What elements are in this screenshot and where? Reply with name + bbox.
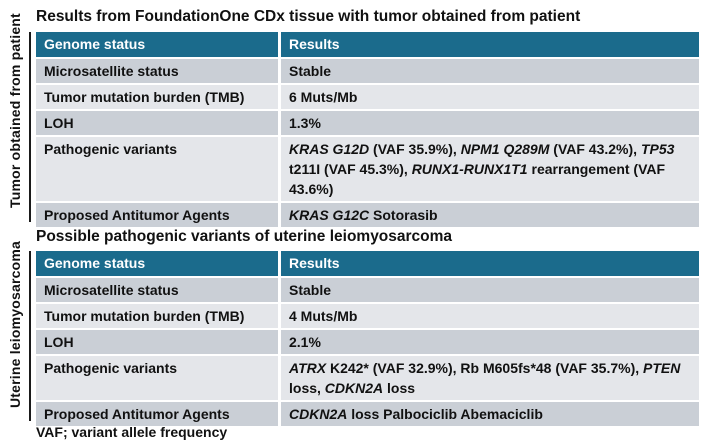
section-title-leiomyosarcoma: Possible pathogenic variants of uterine … <box>36 228 453 245</box>
side-label-tumor-tissue: Tumor obtained from patient <box>7 13 23 209</box>
table-row-loh: LOH 2.1% <box>36 330 699 354</box>
table-row-loh: LOH 1.3% <box>36 111 699 135</box>
results-table-tissue: Genome status Results Microsatellite sta… <box>36 30 699 229</box>
row-result: 2.1% <box>281 330 699 354</box>
row-label: Tumor mutation burden (TMB) <box>36 304 281 328</box>
row-label: Microsatellite status <box>36 278 281 302</box>
table-header-row: Genome status Results <box>36 32 699 57</box>
section-divider-bar <box>29 32 31 222</box>
footnote-vaf-definition: VAF; variant allele frequency <box>36 424 228 440</box>
table-row-proposed-agents: Proposed Antitumor Agents CDKN2A loss Pa… <box>36 402 699 426</box>
row-result: CDKN2A loss Palbociclib Abemaciclib <box>281 402 699 426</box>
row-label: Pathogenic variants <box>36 137 281 201</box>
row-label: LOH <box>36 111 281 135</box>
row-result: 4 Muts/Mb <box>281 304 699 328</box>
table-row-tmb: Tumor mutation burden (TMB) 6 Muts/Mb <box>36 85 699 109</box>
table-header-row: Genome status Results <box>36 251 699 276</box>
section-divider-bar <box>29 251 31 421</box>
section-title-tissue: Results from FoundationOne CDx tissue wi… <box>36 8 581 25</box>
row-label: Proposed Antitumor Agents <box>36 402 281 426</box>
row-label: Proposed Antitumor Agents <box>36 203 281 227</box>
table-row-pathogenic-variants: Pathogenic variants ATRX K242* (VAF 32.9… <box>36 356 699 400</box>
column-header-genome-status: Genome status <box>36 32 281 57</box>
results-table-leiomyosarcoma: Genome status Results Microsatellite sta… <box>36 249 699 428</box>
row-result: KRAS G12C Sotorasib <box>281 203 699 227</box>
row-label: LOH <box>36 330 281 354</box>
row-result: Stable <box>281 59 699 83</box>
row-result: 1.3% <box>281 111 699 135</box>
row-result: 6 Muts/Mb <box>281 85 699 109</box>
side-label-uterine-leiomyosarcoma: Uterine leiomyosarcoma <box>7 240 23 408</box>
table-row-microsatellite: Microsatellite status Stable <box>36 278 699 302</box>
column-header-genome-status: Genome status <box>36 251 281 276</box>
row-result: KRAS G12D (VAF 35.9%), NPM1 Q289M (VAF 4… <box>281 137 699 201</box>
row-result: ATRX K242* (VAF 32.9%), Rb M605fs*48 (VA… <box>281 356 699 400</box>
row-label: Microsatellite status <box>36 59 281 83</box>
table-row-microsatellite: Microsatellite status Stable <box>36 59 699 83</box>
column-header-results: Results <box>281 251 699 276</box>
table-row-tmb: Tumor mutation burden (TMB) 4 Muts/Mb <box>36 304 699 328</box>
row-result: Stable <box>281 278 699 302</box>
table-row-pathogenic-variants: Pathogenic variants KRAS G12D (VAF 35.9%… <box>36 137 699 201</box>
column-header-results: Results <box>281 32 699 57</box>
table-row-proposed-agents: Proposed Antitumor Agents KRAS G12C Soto… <box>36 203 699 227</box>
row-label: Tumor mutation burden (TMB) <box>36 85 281 109</box>
row-label: Pathogenic variants <box>36 356 281 400</box>
